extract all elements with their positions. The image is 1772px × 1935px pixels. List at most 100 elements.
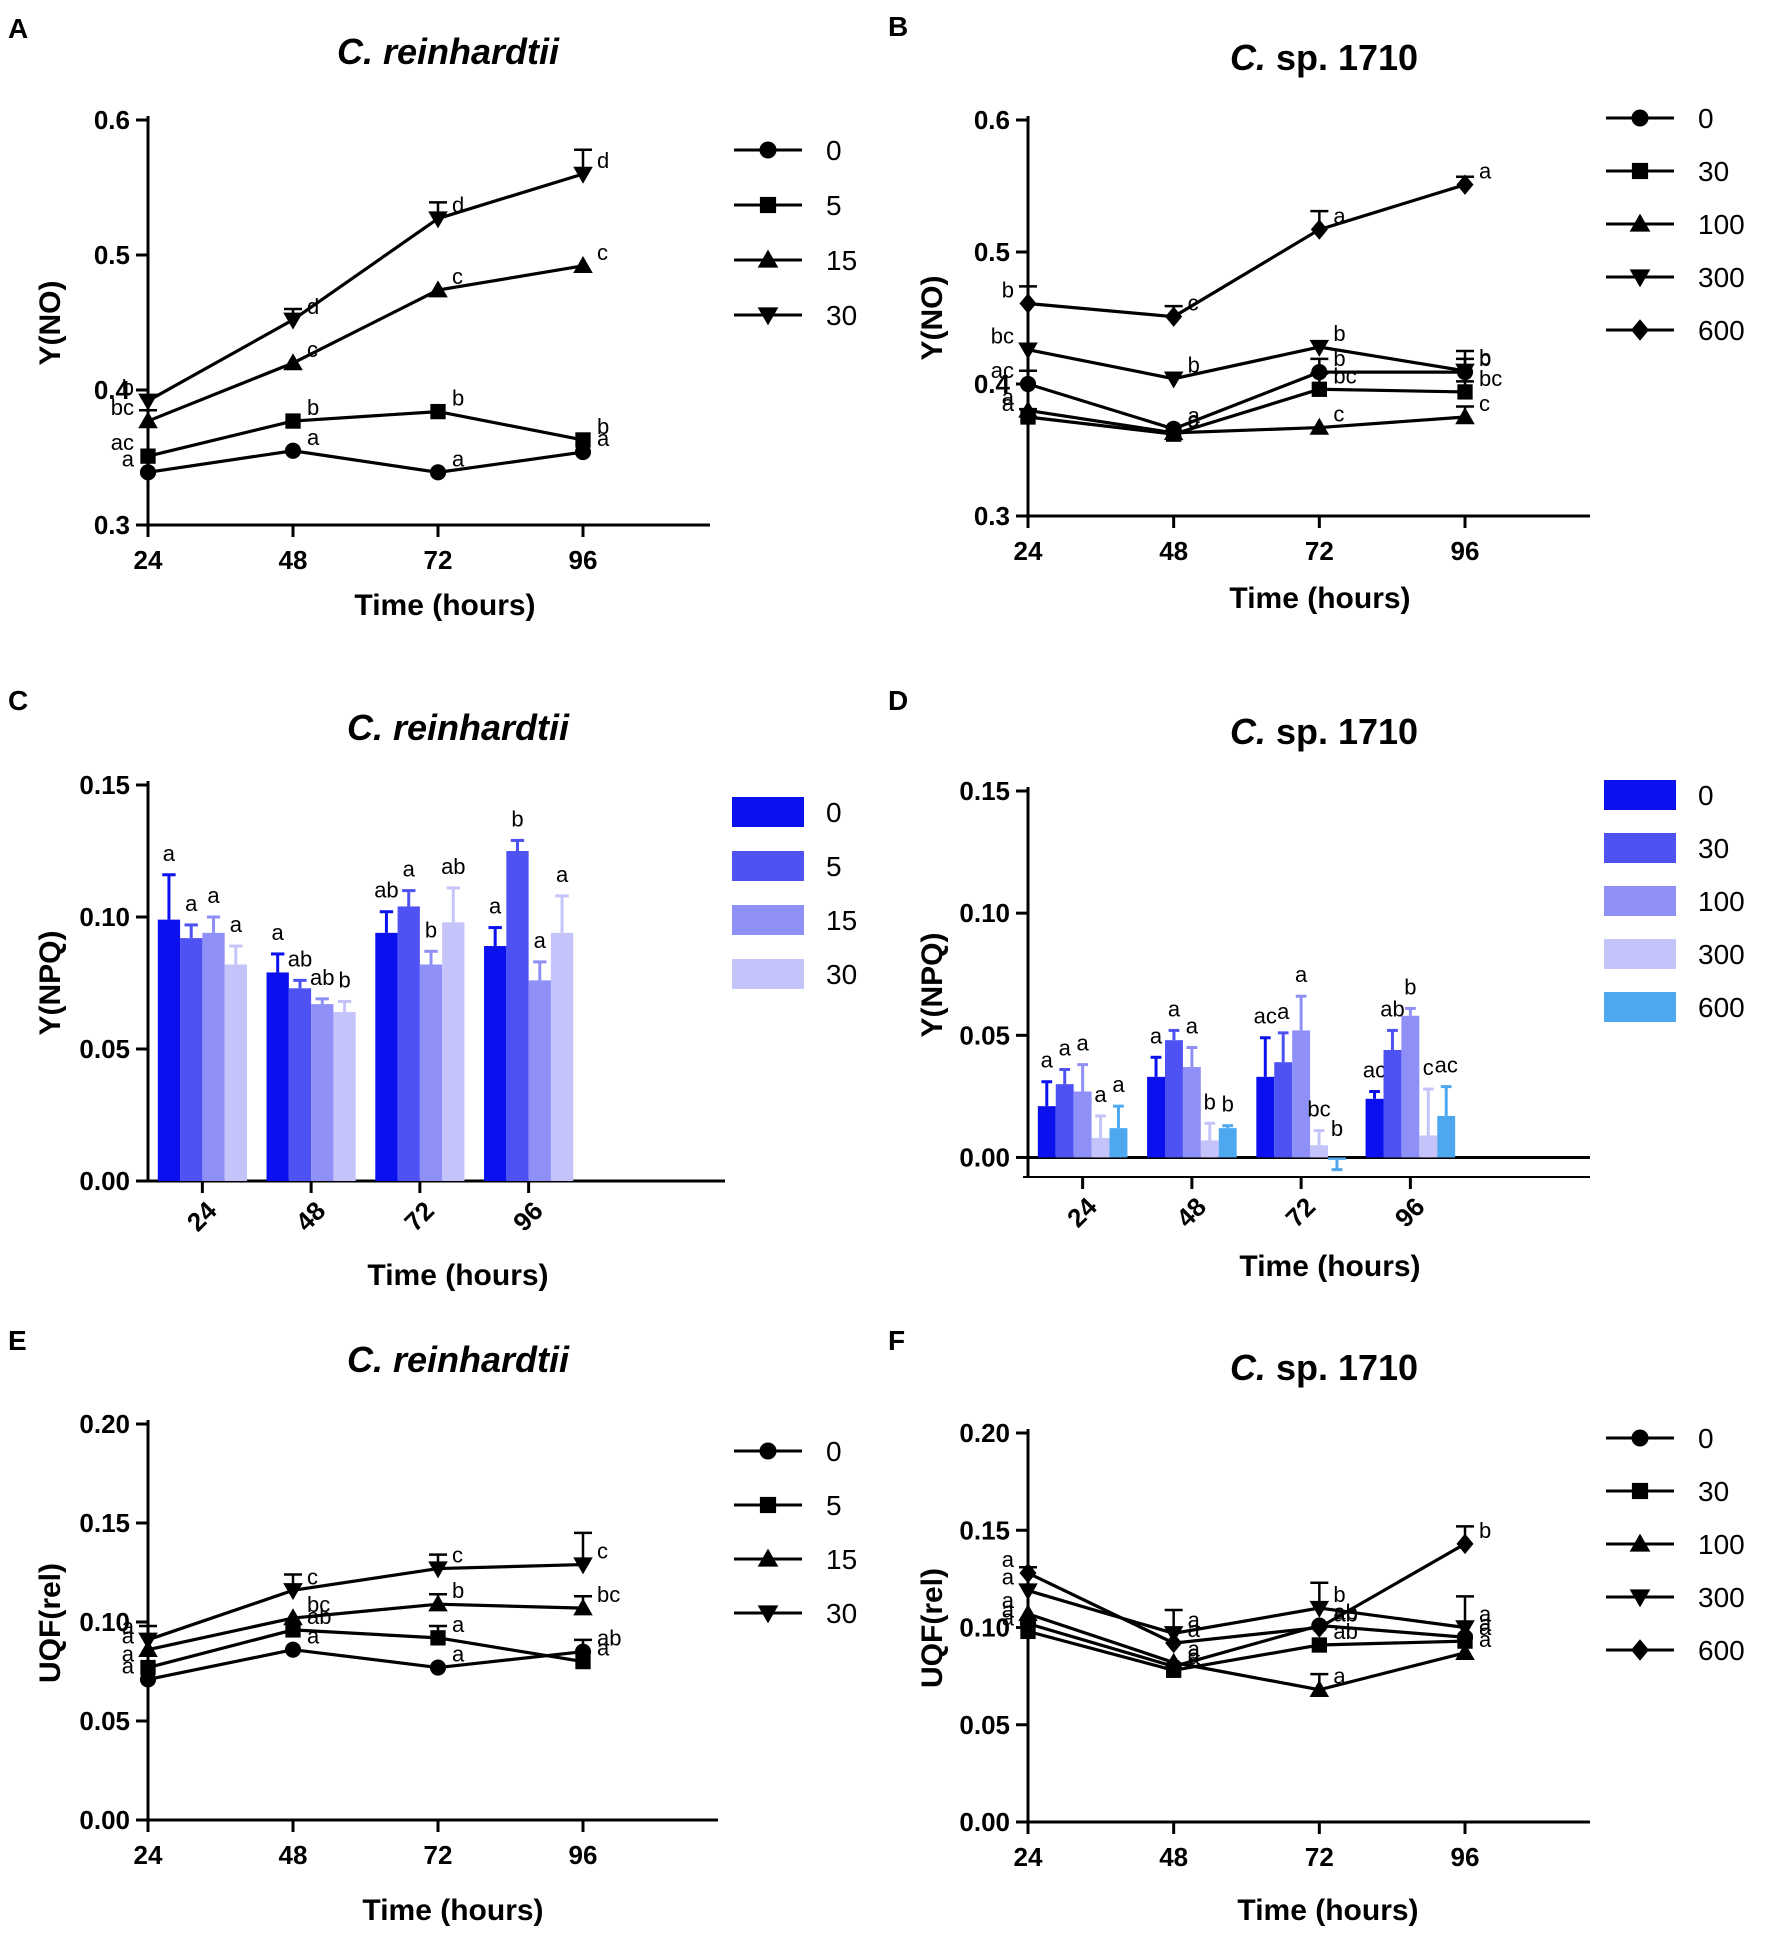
data-point (573, 256, 593, 274)
significance-letter: a (1333, 1664, 1346, 1689)
legend-label: 30 (1698, 1476, 1729, 1507)
bar (1182, 1067, 1201, 1158)
legend-marker (1631, 1482, 1649, 1500)
bar (1365, 1098, 1384, 1158)
y-tick-label: 0.15 (79, 770, 130, 800)
data-point (139, 1671, 157, 1688)
bar-group: a (1164, 996, 1183, 1158)
significance-letter: a (1188, 1617, 1201, 1642)
legend-label: 30 (826, 300, 857, 331)
bar-group: a (484, 894, 507, 1181)
legend-marker (759, 1442, 777, 1460)
significance-letter: a (1002, 1547, 1015, 1572)
legend-marker (1631, 1639, 1649, 1661)
data-point (283, 1583, 303, 1601)
data-point (140, 448, 156, 464)
significance-letter: b (425, 917, 437, 942)
x-axis-label: Time (hours) (354, 589, 535, 622)
legend-item: 30 (1604, 833, 1729, 864)
significance-letter: bc (111, 395, 134, 420)
data-point (1018, 342, 1038, 360)
data-point (428, 1594, 448, 1612)
legend-item: 30 (1606, 156, 1729, 187)
series-line (147, 409, 584, 458)
legend-label: 5 (826, 851, 842, 882)
significance-letter: ac (1363, 1057, 1386, 1082)
bar-group: a (397, 857, 420, 1181)
legend-label: 5 (826, 1490, 842, 1521)
y-tick-label: 0.10 (959, 1613, 1010, 1643)
bar-group: ab (310, 965, 335, 1181)
significance-letter: a (163, 841, 176, 866)
chart-title: C. reinhardtii (347, 707, 570, 748)
significance-letter: b (1333, 321, 1345, 346)
series-line (1027, 1612, 1466, 1692)
bar-group: a (1292, 962, 1311, 1158)
y-axis-label: Y(NO) (916, 276, 949, 361)
significance-letter: bc (1479, 366, 1502, 391)
legend-label: 100 (1698, 1529, 1745, 1560)
bar-group: a (1182, 1014, 1201, 1158)
data-point (1019, 293, 1037, 314)
legend-swatch (732, 959, 804, 989)
data-point (1163, 1652, 1184, 1670)
bar (1073, 1091, 1092, 1158)
y-tick-label: 0.10 (959, 898, 1010, 928)
significance-letter: b (1188, 353, 1200, 378)
legend-marker (1629, 1533, 1651, 1552)
bar (1218, 1128, 1237, 1158)
legend-item: 0 (732, 797, 842, 828)
data-point (428, 211, 448, 229)
y-axis-label: Y(NPQ) (916, 933, 949, 1038)
data-point (575, 1653, 591, 1670)
significance-letter: a (597, 1636, 610, 1661)
data-point (283, 312, 303, 330)
series-line (1027, 1542, 1466, 1645)
legend-item: 30 (734, 300, 857, 331)
significance-letter: a (1112, 1072, 1125, 1097)
x-tick-label: 48 (279, 1840, 308, 1870)
x-tick-label: 96 (1389, 1191, 1431, 1233)
x-tick-label: 72 (1305, 536, 1334, 566)
legend-item: 300 (1606, 262, 1745, 293)
significance-letter: ab (1333, 1619, 1357, 1644)
bar-group: b (1218, 1092, 1237, 1158)
significance-letter: a (1150, 1023, 1163, 1048)
bar-group: b (419, 917, 443, 1181)
significance-letter: b (1404, 974, 1416, 999)
significance-letter: c (597, 1539, 608, 1564)
y-tick-label: 0.10 (79, 1607, 130, 1637)
bar-group: ab (1380, 996, 1405, 1158)
bar (1055, 1084, 1074, 1158)
legend-marker (1631, 1429, 1649, 1447)
bar-group: ac (1363, 1057, 1386, 1158)
x-tick-label: 72 (1280, 1191, 1322, 1233)
legend-swatch (1604, 780, 1676, 810)
significance-letter: a (1188, 1640, 1201, 1665)
series-line (1027, 345, 1466, 381)
bar-group: a (266, 920, 289, 1181)
data-point (428, 280, 448, 298)
legend-item: 30 (1606, 1476, 1729, 1507)
bar-group: c (1419, 1055, 1438, 1158)
data-point (284, 1641, 302, 1658)
y-tick-label: 0.4 (94, 375, 131, 405)
significance-letter: a (1041, 1048, 1054, 1073)
bar (288, 988, 312, 1181)
bar-group: a (528, 928, 551, 1181)
legend-swatch (732, 905, 804, 935)
legend-swatch (1604, 939, 1676, 969)
legend-swatch (1604, 992, 1676, 1022)
significance-letter: a (1188, 1607, 1201, 1632)
y-tick-label: 0.5 (974, 237, 1010, 267)
series-300: bc b b b (991, 321, 1491, 389)
significance-letter: ac (1435, 1053, 1458, 1078)
significance-letter: a (307, 425, 320, 450)
data-point (1020, 1623, 1036, 1640)
bar-group: a (1055, 1036, 1074, 1158)
bar (1383, 1049, 1402, 1158)
bar-group: a (1109, 1072, 1128, 1158)
bar (1310, 1145, 1329, 1158)
series-line (147, 1602, 584, 1652)
